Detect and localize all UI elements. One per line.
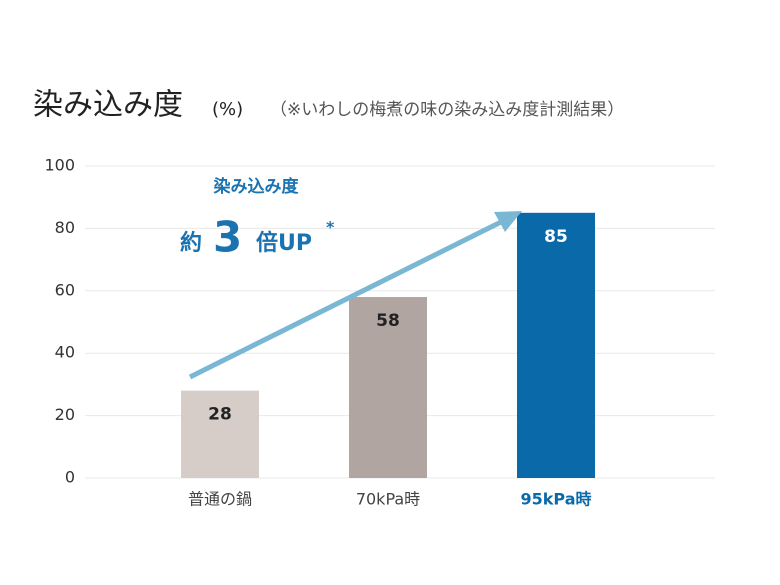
annotation-heading: 染み込み度 xyxy=(214,176,300,197)
y-tick-label: 60 xyxy=(55,280,75,299)
y-tick-label: 80 xyxy=(55,218,75,237)
annotation-suffix: 倍UP xyxy=(256,230,312,256)
x-tick-label: 普通の鍋 xyxy=(188,490,252,509)
plot: 0 20 40 60 80 100 28 普通の鍋 58 70kPa時 85 95kPa時 xyxy=(44,156,715,509)
bar xyxy=(349,297,427,478)
chart-subtitle: （※いわしの梅煮の味の染み込み度計測結果） xyxy=(270,100,624,120)
value-label: 58 xyxy=(376,311,400,331)
y-tick-label: 40 xyxy=(55,343,75,362)
arrow-head xyxy=(494,211,522,232)
unit-label: (%) xyxy=(212,99,243,120)
y-tick-label: 0 xyxy=(65,468,75,487)
annotation-mark: * xyxy=(326,218,335,237)
value-label: 28 xyxy=(208,405,232,425)
x-tick-label: 95kPa時 xyxy=(520,490,591,509)
annotation-prefix: 約 xyxy=(180,230,202,256)
bar xyxy=(181,390,259,478)
bar xyxy=(517,212,595,479)
y-tick-label: 20 xyxy=(55,405,75,424)
trend-arrow xyxy=(188,217,507,380)
x-tick-label: 70kPa時 xyxy=(356,490,420,509)
y-tick-label: 100 xyxy=(44,156,75,175)
value-label: 85 xyxy=(544,227,568,247)
chart-title: 染み込み度 xyxy=(33,88,183,123)
annotation-number: 3 xyxy=(213,213,242,262)
